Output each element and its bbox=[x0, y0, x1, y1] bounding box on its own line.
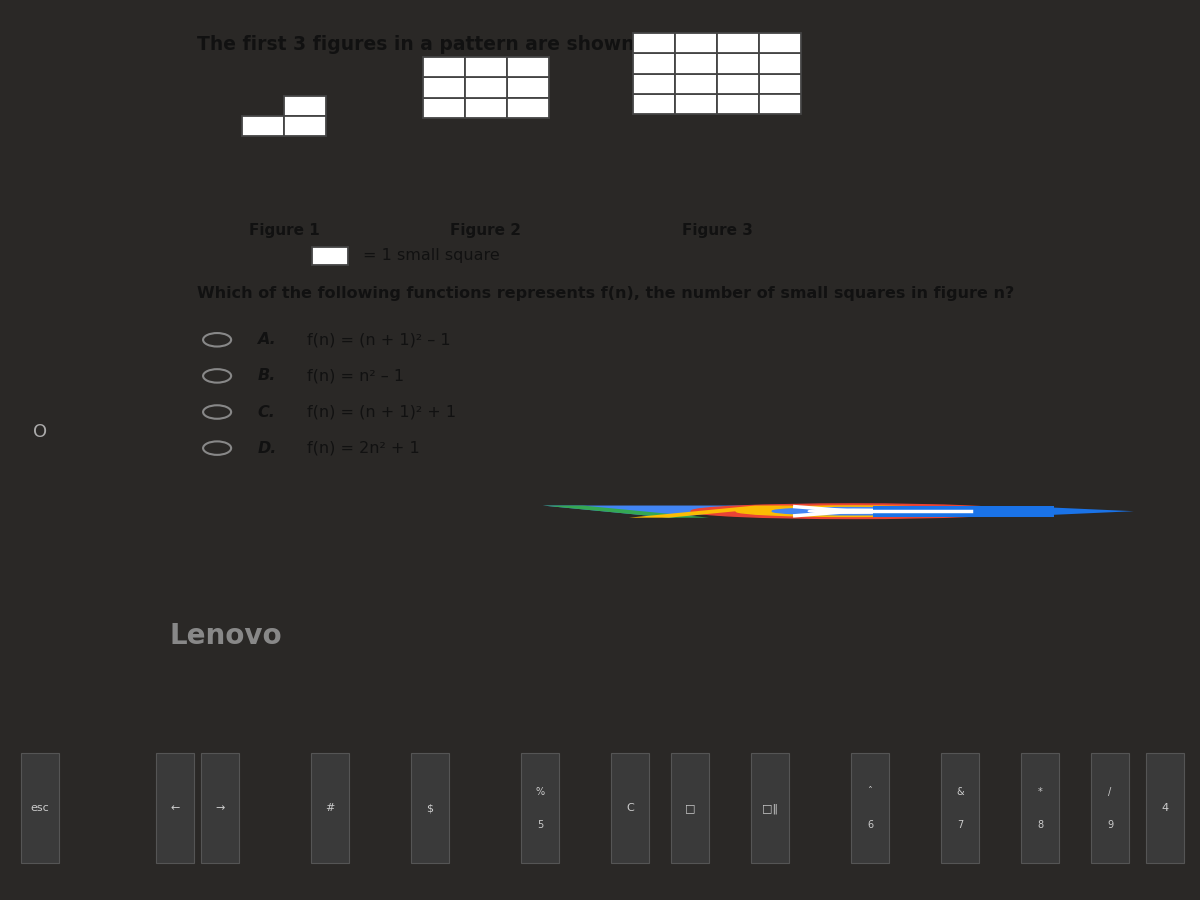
Bar bbox=[632, 74, 676, 94]
Bar bbox=[671, 753, 709, 863]
Text: A.: A. bbox=[257, 332, 276, 347]
Text: f(n) = (n + 1)² + 1: f(n) = (n + 1)² + 1 bbox=[307, 404, 456, 419]
Text: *: * bbox=[1038, 787, 1043, 796]
Text: #: # bbox=[325, 804, 335, 814]
Text: Lenovo: Lenovo bbox=[170, 622, 283, 651]
Polygon shape bbox=[1054, 508, 1134, 515]
Text: /: / bbox=[1109, 787, 1111, 796]
Text: 9: 9 bbox=[1106, 820, 1114, 830]
Bar bbox=[760, 74, 802, 94]
Text: &: & bbox=[956, 787, 964, 796]
Bar bbox=[312, 248, 348, 265]
Text: 8: 8 bbox=[1037, 820, 1043, 830]
Bar bbox=[464, 97, 506, 118]
Text: D.: D. bbox=[257, 441, 276, 455]
Bar bbox=[156, 753, 194, 863]
Bar bbox=[676, 74, 718, 94]
Bar bbox=[632, 33, 676, 53]
Bar bbox=[464, 58, 506, 77]
Bar bbox=[751, 753, 790, 863]
Polygon shape bbox=[542, 506, 796, 518]
Text: Which of the following functions represents f(n), the number of small squares in: Which of the following functions represe… bbox=[197, 286, 1014, 301]
Bar bbox=[718, 94, 760, 114]
Bar bbox=[22, 753, 59, 863]
Text: ˆ: ˆ bbox=[868, 787, 872, 796]
Bar bbox=[718, 53, 760, 74]
Text: 4: 4 bbox=[1162, 804, 1169, 814]
Bar bbox=[506, 58, 548, 77]
Bar bbox=[676, 53, 718, 74]
Text: ←: ← bbox=[170, 804, 180, 814]
Bar bbox=[202, 753, 239, 863]
Text: 7: 7 bbox=[956, 820, 964, 830]
Text: $: $ bbox=[426, 804, 433, 814]
Text: Figure 2: Figure 2 bbox=[450, 223, 521, 238]
Text: The first 3 figures in a pattern are shown.: The first 3 figures in a pattern are sho… bbox=[197, 35, 642, 55]
Bar bbox=[718, 33, 760, 53]
Text: →: → bbox=[215, 804, 224, 814]
Text: f(n) = 2n² + 1: f(n) = 2n² + 1 bbox=[307, 441, 420, 455]
Bar bbox=[464, 77, 506, 97]
Circle shape bbox=[691, 504, 1015, 518]
Text: esc: esc bbox=[31, 804, 49, 814]
Bar bbox=[506, 97, 548, 118]
Bar bbox=[521, 753, 559, 863]
Bar bbox=[676, 33, 718, 53]
Text: f(n) = (n + 1)² – 1: f(n) = (n + 1)² – 1 bbox=[307, 332, 451, 347]
Bar bbox=[1021, 753, 1060, 863]
Bar bbox=[941, 753, 979, 863]
Circle shape bbox=[736, 506, 971, 517]
Bar bbox=[311, 753, 349, 863]
Text: B.: B. bbox=[257, 368, 276, 383]
Text: C.: C. bbox=[257, 404, 275, 419]
Text: C: C bbox=[626, 804, 634, 814]
Bar bbox=[422, 58, 464, 77]
Bar bbox=[874, 506, 1054, 517]
Bar bbox=[422, 97, 464, 118]
Bar bbox=[410, 753, 449, 863]
Text: = 1 small square: = 1 small square bbox=[364, 248, 500, 264]
Bar bbox=[1146, 753, 1184, 863]
Bar bbox=[851, 753, 889, 863]
Polygon shape bbox=[629, 506, 796, 518]
Bar bbox=[760, 33, 802, 53]
Bar bbox=[760, 94, 802, 114]
Bar bbox=[1091, 753, 1129, 863]
Text: □: □ bbox=[685, 804, 695, 814]
Text: 6: 6 bbox=[866, 820, 874, 830]
Bar bbox=[676, 94, 718, 114]
Text: %: % bbox=[535, 787, 545, 796]
Text: O: O bbox=[34, 423, 48, 441]
Text: □‖: □‖ bbox=[762, 803, 778, 814]
Bar bbox=[422, 77, 464, 97]
Bar bbox=[242, 116, 284, 136]
Text: Figure 3: Figure 3 bbox=[682, 223, 752, 238]
Bar bbox=[632, 53, 676, 74]
Circle shape bbox=[809, 509, 899, 513]
Text: f(n) = n² – 1: f(n) = n² – 1 bbox=[307, 368, 404, 383]
Bar bbox=[284, 95, 326, 116]
Bar bbox=[506, 77, 548, 97]
Bar bbox=[284, 116, 326, 136]
Circle shape bbox=[773, 508, 935, 515]
Text: 5: 5 bbox=[536, 820, 544, 830]
Bar bbox=[718, 74, 760, 94]
Bar bbox=[611, 753, 649, 863]
Bar bbox=[760, 53, 802, 74]
Bar bbox=[632, 94, 676, 114]
Text: Figure 1: Figure 1 bbox=[248, 223, 319, 238]
Polygon shape bbox=[542, 506, 709, 518]
